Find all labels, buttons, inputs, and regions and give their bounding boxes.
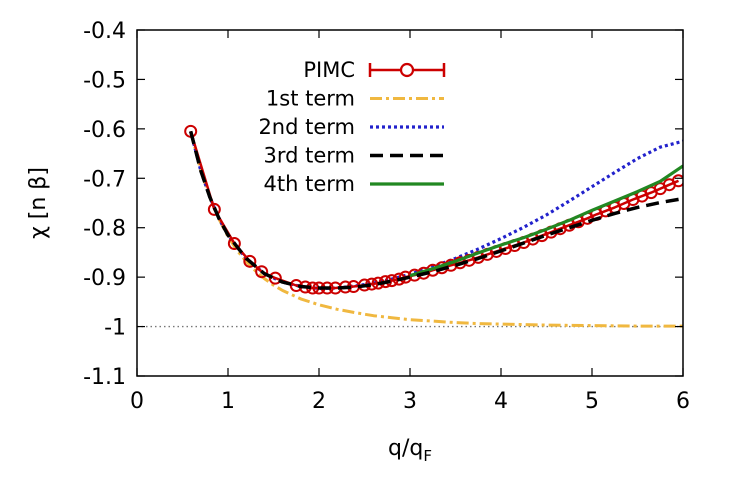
pimc-point (255, 265, 269, 279)
legend-label: PIMC (303, 58, 355, 82)
legend-item-4th-term: 4th term (264, 172, 444, 196)
x-tick-label: 4 (494, 389, 508, 414)
legend-label: 4th term (264, 172, 355, 196)
legend-label: 3rd term (263, 144, 355, 168)
y-tick-label: -0.9 (83, 266, 126, 291)
legend-item-3rd-term: 3rd term (263, 144, 444, 168)
x-tick-label: 1 (221, 389, 235, 414)
pimc-point (378, 275, 392, 289)
x-axis-title-subscript: F (423, 447, 432, 465)
x-tick-label: 6 (676, 389, 690, 414)
y-axis-title: χ [n β] (26, 167, 51, 239)
y-tick-label: -1 (104, 316, 126, 341)
legend-marker (399, 62, 415, 78)
x-tick-label: 3 (403, 389, 417, 414)
pimc-point (243, 254, 257, 268)
x-axis-title-main: q/q (388, 436, 423, 461)
pimc-point (268, 271, 282, 285)
legend-item-1st-term: 1st term (266, 87, 444, 111)
pimc-point (207, 202, 221, 216)
series-layer (184, 124, 683, 328)
y-tick-label: -0.7 (83, 167, 126, 192)
pimc-point (227, 237, 241, 251)
y-tick-label: -0.5 (83, 68, 126, 93)
series-line-4th-term (409, 164, 683, 278)
pimc-point (671, 174, 683, 188)
pimc-point (398, 270, 412, 284)
x-tick-label: 0 (130, 389, 144, 414)
y-tick-label: -0.6 (83, 118, 126, 143)
series-line-3rd-term (189, 130, 683, 290)
y-tick-label: -0.8 (83, 217, 126, 242)
legend-label: 1st term (266, 87, 355, 111)
legend-item-2nd-term: 2nd term (258, 115, 444, 139)
legend-item-pimc: PIMC (303, 58, 446, 82)
legend: PIMC 1st term 2nd term 3rd term 4th term (258, 58, 446, 196)
y-tick-label: -1.1 (83, 365, 126, 390)
x-axis-title: q/qF (388, 436, 432, 465)
axis-layer: 0 1 2 3 4 5 6 -1.1 -1 -0.9 -0.8 -0.7 -0.6 -0.5 -0.4 (83, 19, 690, 414)
y-tick-label: -0.4 (83, 19, 126, 44)
legend-label: 2nd term (258, 115, 355, 139)
x-tick-label: 2 (312, 389, 326, 414)
series-line-1st-term (189, 130, 683, 328)
plot-area-frame (136, 29, 684, 377)
series-line-pimc (189, 130, 679, 290)
x-tick-label: 5 (585, 389, 599, 414)
